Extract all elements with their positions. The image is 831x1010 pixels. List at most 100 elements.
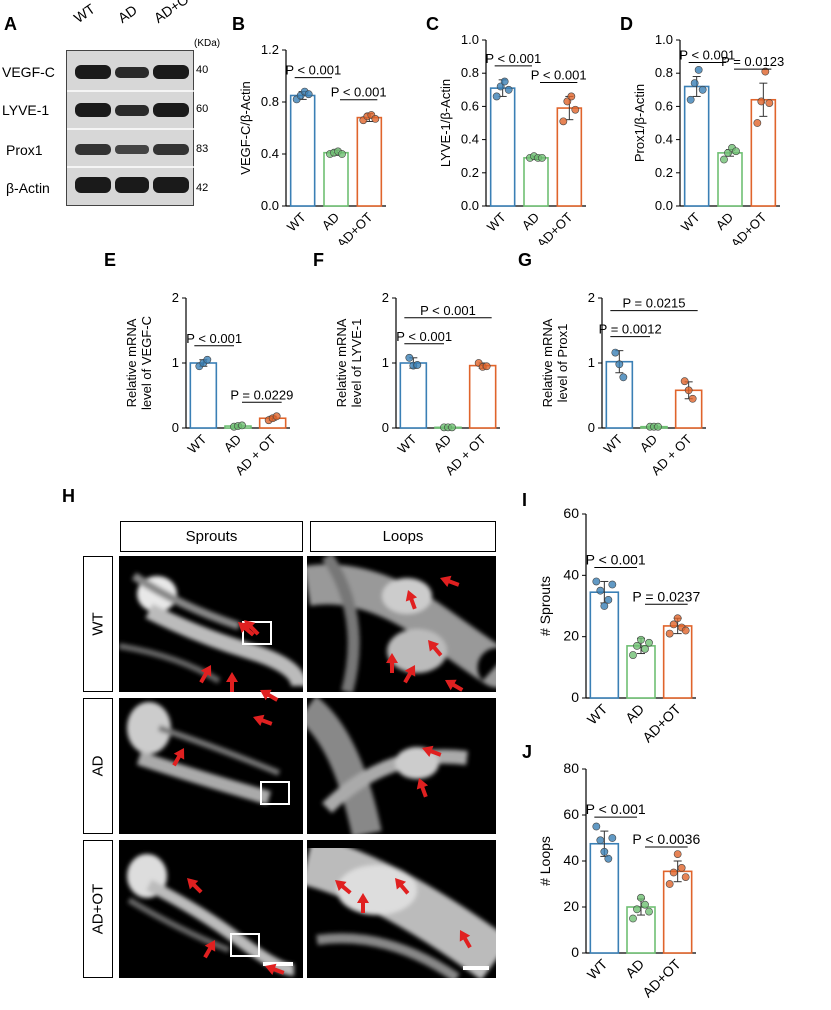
y-axis-label: Relative mRNA level of LYVE-1: [334, 318, 364, 407]
y-axis-label-line: Prox1/β-Actin: [632, 84, 647, 162]
red-arrow-shape: [459, 930, 472, 949]
y-tick-label: 0.6: [461, 98, 479, 113]
y-axis-label-line: # Loops: [540, 836, 553, 886]
blot-band-label: Prox1: [6, 142, 43, 158]
data-point: [619, 373, 628, 382]
y-tick-label: 60: [563, 505, 579, 521]
data-point: [413, 361, 422, 369]
blot-band-label: β-Actin: [6, 180, 50, 196]
y-tick-label: 0.8: [261, 94, 279, 109]
data-point: [482, 362, 491, 371]
red-arrow-icon: [422, 745, 442, 758]
data-point: [504, 85, 513, 94]
red-arrow-icon: [265, 963, 285, 976]
panel-letter-c: C: [426, 14, 439, 34]
y-tick-label: 1.2: [261, 42, 279, 57]
data-point: [665, 880, 674, 888]
data-point: [765, 99, 774, 107]
p-value-label: P < 0.001: [586, 551, 646, 567]
red-arrow-icon: [335, 880, 352, 895]
y-tick-label: 0: [382, 420, 389, 435]
red-arrow-shape: [405, 590, 418, 610]
data-point: [641, 645, 649, 653]
blot-kda-marker: 40: [196, 64, 209, 76]
red-arrow-shape: [403, 665, 416, 684]
red-arrow-icon: [395, 878, 410, 895]
data-point: [694, 65, 703, 74]
data-point: [571, 105, 580, 114]
micrograph-sprouts-ad-ot: [119, 840, 303, 978]
data-point: [500, 77, 509, 86]
red-arrow-shape: [335, 880, 352, 895]
red-arrow-shape: [416, 778, 429, 798]
blot-kda-marker: 60: [196, 103, 209, 115]
red-arrow-shape: [440, 575, 460, 588]
data-point: [673, 614, 682, 623]
data-point: [690, 79, 699, 88]
p-value-label: P < 0.001: [531, 67, 587, 82]
red-arrow-shape: [244, 620, 260, 636]
p-value-label: P < 0.0036: [632, 831, 700, 847]
micrograph-sprouts-ad: [119, 698, 303, 834]
y-tick-label: 1: [588, 355, 595, 370]
data-point: [688, 394, 697, 403]
y-axis-label-line: Relative mRNA: [124, 318, 139, 407]
y-tick-label: 40: [563, 566, 579, 582]
row-label-wt: WT: [83, 556, 113, 692]
y-tick-label: 40: [563, 852, 579, 868]
data-point: [669, 620, 678, 629]
data-point: [604, 595, 613, 604]
p-value-label: P = 0.0012: [599, 322, 662, 337]
data-point: [405, 353, 414, 362]
data-point: [596, 586, 605, 595]
y-axis-label-line: # Sprouts: [540, 576, 553, 636]
micrograph-loops-wt: [307, 556, 496, 692]
y-axis-label: VEGF-C/β-Actin: [238, 81, 253, 174]
red-arrow-shape: [226, 672, 238, 692]
blot-kda-marker: 42: [196, 182, 209, 194]
data-point: [629, 651, 637, 659]
y-tick-label: 20: [563, 898, 579, 914]
bar: [589, 842, 620, 954]
red-arrow-icon: [172, 748, 185, 767]
bar: [468, 364, 497, 429]
y-tick-label: 0.4: [461, 132, 479, 147]
data-point: [680, 377, 689, 386]
data-point: [633, 905, 641, 914]
data-point: [600, 847, 609, 856]
p-value-label: P < 0.001: [679, 48, 735, 63]
p-value-label: P = 0.0237: [632, 588, 700, 604]
red-arrow-icon: [459, 930, 472, 949]
data-point: [203, 355, 212, 364]
y-tick-label: 60: [563, 806, 579, 822]
data-point: [448, 423, 456, 432]
y-axis-label: # Sprouts: [540, 576, 553, 636]
data-point: [641, 900, 649, 909]
y-tick-label: 80: [563, 760, 579, 776]
y-tick-label: 1: [382, 355, 389, 370]
red-arrow-icon: [440, 575, 460, 588]
y-axis-label: Relative mRNA level of VEGF-C: [124, 316, 154, 410]
y-tick-label: 0.8: [655, 65, 673, 80]
red-arrow-icon: [260, 689, 279, 702]
y-tick-label: 0.0: [655, 198, 673, 213]
bar: [489, 87, 516, 207]
red-arrow-icon: [386, 653, 398, 673]
y-tick-label: 20: [563, 628, 579, 644]
data-point: [684, 386, 693, 395]
data-point: [645, 638, 653, 647]
bar: [323, 151, 349, 207]
data-point: [538, 153, 546, 162]
y-tick-label: 0.0: [461, 198, 479, 213]
data-point: [686, 95, 695, 104]
p-value-label: P < 0.001: [396, 329, 452, 344]
y-tick-label: 0: [172, 420, 179, 435]
y-tick-label: 0.0: [261, 198, 279, 213]
panel-letter-a: A: [4, 14, 17, 34]
red-arrow-icon: [405, 590, 418, 610]
data-point: [338, 150, 346, 158]
panel-letter-h: H: [62, 486, 75, 506]
